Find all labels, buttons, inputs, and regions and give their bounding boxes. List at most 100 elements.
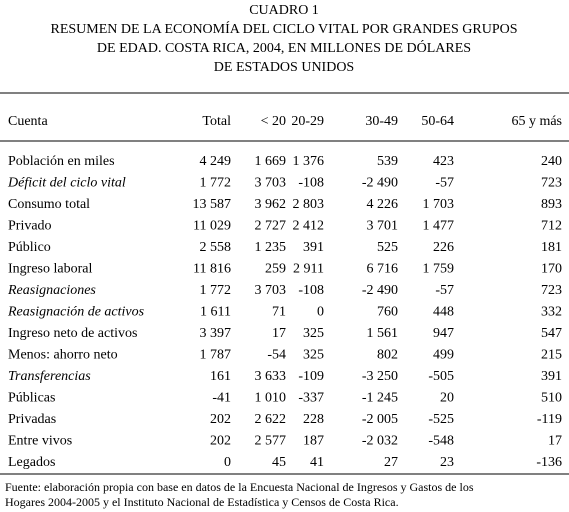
cell: 3 633: [255, 369, 287, 384]
cell: 499: [433, 348, 454, 363]
cell: -2 005: [362, 412, 398, 427]
cell: 1 772: [200, 176, 232, 191]
cell: 3 701: [367, 219, 399, 234]
cell: 2 412: [293, 219, 325, 234]
cell: 3 397: [200, 326, 232, 341]
row-label: Déficit del ciclo vital: [7, 176, 126, 191]
column-header: 50-64: [421, 114, 454, 129]
cell: 712: [541, 219, 562, 234]
cell: 448: [433, 305, 454, 320]
cell: 215: [541, 348, 562, 363]
cell: 2 803: [293, 197, 325, 212]
cell: -3 250: [362, 369, 398, 384]
cell: 17: [548, 434, 562, 449]
footnote-line: Hogares 2004-2005 y el Instituto Naciona…: [5, 495, 399, 509]
cell: 71: [272, 305, 286, 320]
row-label: Menos: ahorro neto: [8, 348, 118, 363]
cell: 893: [541, 197, 562, 212]
cell: 1 611: [200, 305, 231, 320]
row-label: Públicas: [8, 391, 55, 406]
cell: 11 816: [193, 262, 231, 277]
column-header: Total: [202, 114, 231, 129]
row-label: Transferencias: [8, 369, 91, 384]
cell: -525: [428, 412, 454, 427]
row-label: Privadas: [8, 412, 56, 427]
footnote-line: Fuente: elaboración propia con base en d…: [5, 480, 474, 494]
row-label: Población en miles: [8, 154, 115, 169]
cell: 391: [303, 240, 324, 255]
cell: 259: [265, 262, 286, 277]
cell: 391: [541, 369, 562, 384]
row-label: Ingreso neto de activos: [8, 326, 137, 341]
cell: 3 703: [255, 176, 287, 191]
cell: -1 245: [362, 391, 398, 406]
row-label: Consumo total: [8, 197, 90, 212]
cell: 2 911: [293, 262, 324, 277]
title-line: DE EDAD. COSTA RICA, 2004, EN MILLONES D…: [97, 39, 471, 56]
row-label: Privado: [8, 219, 52, 234]
cell: 161: [210, 369, 231, 384]
cell: -505: [428, 369, 454, 384]
cell: 947: [433, 326, 454, 341]
cell: 170: [541, 262, 562, 277]
cell: 1 561: [367, 326, 399, 341]
cell: 187: [303, 434, 324, 449]
column-header: 30-49: [365, 114, 398, 129]
column-header: 20-29: [291, 114, 324, 129]
row-label: Reasignaciones: [7, 283, 96, 298]
cell: 240: [541, 154, 562, 169]
cell: -337: [298, 391, 324, 406]
cell: 41: [310, 455, 324, 470]
cell: 13 587: [193, 197, 232, 212]
title-line: DE ESTADOS UNIDOS: [214, 60, 354, 75]
cell: 17: [272, 326, 286, 341]
column-header: 65 y más: [511, 114, 562, 129]
cell: 332: [541, 305, 562, 320]
cell: -57: [435, 283, 454, 298]
cell: 228: [303, 412, 324, 427]
cell: 226: [433, 240, 454, 255]
cell: -548: [428, 434, 454, 449]
cell: 1 772: [200, 283, 232, 298]
cell: 1 703: [423, 197, 455, 212]
cell: 802: [377, 348, 398, 363]
cell: 0: [224, 455, 231, 470]
cell: -54: [267, 348, 286, 363]
cell: 1 759: [423, 262, 455, 277]
row-label: Entre vivos: [8, 434, 72, 449]
cell: 547: [541, 326, 562, 341]
cell: -41: [212, 391, 231, 406]
cell: 1 010: [255, 391, 287, 406]
cell: -108: [298, 176, 324, 191]
cell: -109: [298, 369, 324, 384]
cell: 723: [541, 176, 562, 191]
cell: 325: [303, 348, 324, 363]
cell: 23: [440, 455, 454, 470]
cell: 1 477: [423, 219, 455, 234]
title-line: RESUMEN DE LA ECONOMÍA DEL CICLO VITAL P…: [51, 20, 518, 37]
cell: -108: [298, 283, 324, 298]
column-header: Cuenta: [8, 114, 48, 129]
cell: 510: [541, 391, 562, 406]
cell: 45: [272, 455, 286, 470]
cell: 202: [210, 434, 231, 449]
cell: 3 962: [255, 197, 287, 212]
cell: 1 376: [293, 154, 325, 169]
row-label: Público: [8, 240, 51, 255]
cell: 2 577: [255, 434, 287, 449]
cell: -2 490: [362, 283, 398, 298]
cell: 2 622: [255, 412, 287, 427]
column-header: < 20: [261, 114, 286, 129]
cell: 4 226: [367, 197, 399, 212]
cell: 202: [210, 412, 231, 427]
cell: -2 032: [362, 434, 398, 449]
cell: 4 249: [200, 154, 232, 169]
cell: 539: [377, 154, 398, 169]
cell: 1 669: [255, 154, 287, 169]
row-label: Reasignación de activos: [7, 305, 145, 320]
cell: -136: [536, 455, 562, 470]
cell: 3 703: [255, 283, 287, 298]
cell: 181: [541, 240, 562, 255]
cell: 760: [377, 305, 398, 320]
